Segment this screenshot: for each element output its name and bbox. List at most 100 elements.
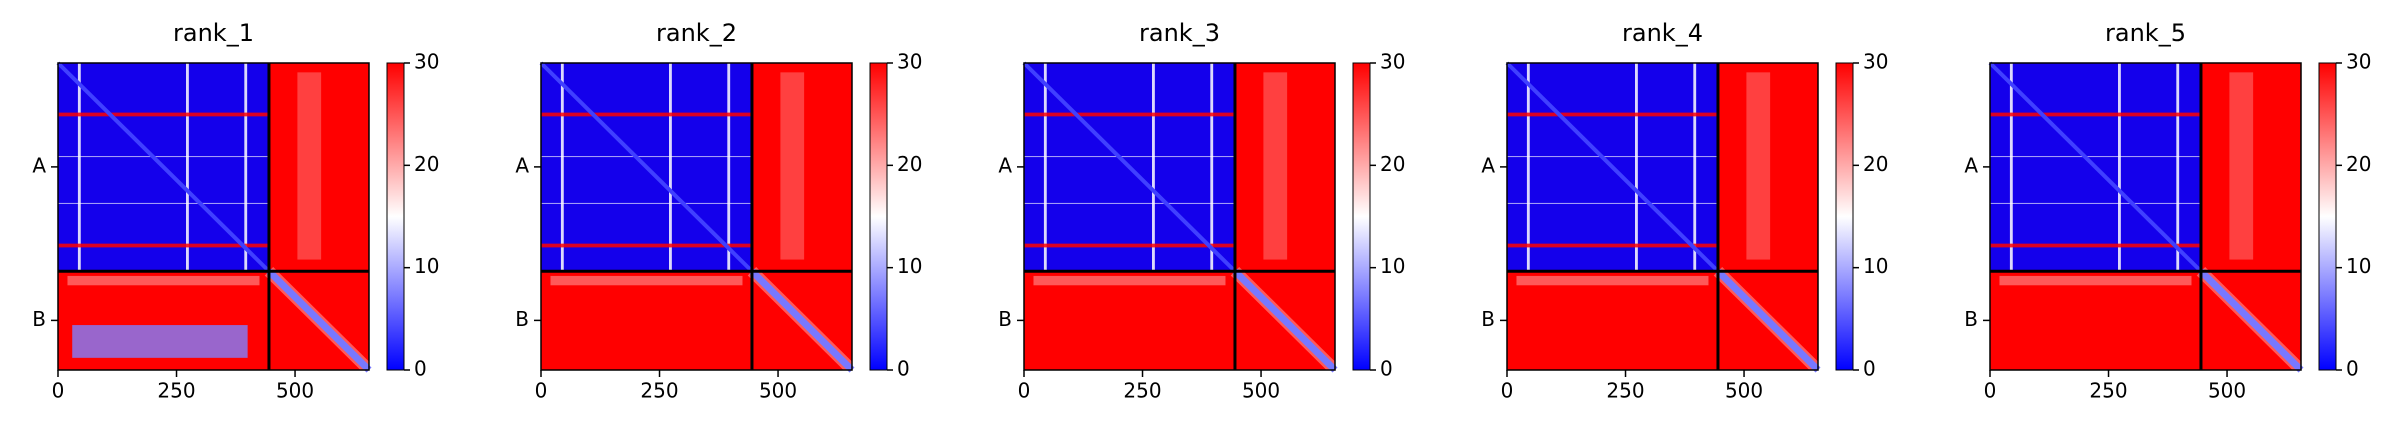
stripe xyxy=(1507,243,1718,248)
diagonal xyxy=(1505,61,1720,273)
y-tick-label: B xyxy=(515,307,529,331)
plot-frame xyxy=(1989,62,2302,371)
stripe xyxy=(1507,202,1718,204)
colorbar-tick-label: 30 xyxy=(2346,50,2371,74)
inter-chain-texture xyxy=(550,275,743,286)
inter-chain-texture xyxy=(2229,72,2254,260)
stripe xyxy=(1024,156,1235,158)
stripe xyxy=(727,63,731,272)
diagonal xyxy=(2196,266,2306,375)
diagonal xyxy=(266,268,372,373)
diagonal xyxy=(1988,61,2203,273)
y-tick-label: A xyxy=(1481,153,1495,177)
stripe xyxy=(541,243,752,248)
stripe xyxy=(541,156,752,158)
stripe xyxy=(1507,156,1718,158)
plot-frame xyxy=(1506,62,1819,371)
x-tick-label: 0 xyxy=(535,379,548,403)
y-tick-label: B xyxy=(998,307,1012,331)
inter-chain-texture xyxy=(780,72,805,260)
plot-frame xyxy=(540,62,853,371)
stripe xyxy=(1693,63,1697,272)
stripe xyxy=(186,63,189,272)
x-tick-label: 250 xyxy=(640,379,678,403)
stripe xyxy=(1990,202,2201,204)
colorbar-tick-label: 10 xyxy=(897,254,922,278)
x-tick-label: 500 xyxy=(1242,379,1280,403)
inter-chain-texture xyxy=(1033,275,1226,286)
inter-chain-texture xyxy=(1516,275,1709,286)
chart-title: rank_2 xyxy=(656,19,737,47)
stripe xyxy=(58,243,269,248)
y-tick-label: A xyxy=(1964,153,1978,177)
stripe xyxy=(1526,63,1530,272)
stripe xyxy=(1635,63,1638,272)
stripe xyxy=(541,112,752,117)
stripe xyxy=(1210,63,1214,272)
diagonal xyxy=(539,61,754,273)
y-tick-label: B xyxy=(1964,307,1978,331)
diagonal xyxy=(747,266,857,375)
colorbar xyxy=(2318,62,2337,371)
diagonal xyxy=(1713,266,1823,375)
diagonal xyxy=(56,61,271,273)
y-tick-label: A xyxy=(32,153,46,177)
y-tick-label: A xyxy=(515,153,529,177)
colorbar xyxy=(1352,62,1371,371)
y-tick-label: B xyxy=(1481,307,1495,331)
inter-chain-texture xyxy=(1999,275,2192,286)
stripe xyxy=(1152,63,1155,272)
chart-title: rank_4 xyxy=(1622,19,1703,47)
colorbar-tick-label: 0 xyxy=(2346,357,2359,381)
stripe xyxy=(1507,112,1718,117)
stripe xyxy=(1990,112,2201,117)
colorbar-tick-label: 10 xyxy=(2346,254,2371,278)
colorbar-tick-label: 10 xyxy=(1380,254,1405,278)
colorbar xyxy=(386,62,405,371)
colorbar-tick-label: 20 xyxy=(1863,152,1888,176)
x-tick-label: 250 xyxy=(157,379,195,403)
inter-chain-texture xyxy=(67,275,260,286)
chart-title: rank_5 xyxy=(2105,19,2186,47)
stripe xyxy=(1990,243,2201,248)
stripe xyxy=(1024,243,1235,248)
colorbar-tick-label: 20 xyxy=(897,152,922,176)
colorbar-tick-label: 10 xyxy=(1863,254,1888,278)
plot-frame xyxy=(57,62,370,371)
plot-frame xyxy=(1023,62,1336,371)
stripe xyxy=(560,63,564,272)
x-tick-label: 500 xyxy=(1725,379,1763,403)
stripe xyxy=(541,202,752,204)
stripe xyxy=(58,112,269,117)
colorbar xyxy=(869,62,888,371)
x-tick-label: 500 xyxy=(2208,379,2246,403)
inter-chain-texture xyxy=(1746,72,1771,260)
inter-chain-texture xyxy=(1263,72,1288,260)
stripe xyxy=(244,63,248,272)
stripe xyxy=(2009,63,2013,272)
diagonal xyxy=(1022,61,1237,273)
stripe xyxy=(58,156,269,158)
inter-chain-texture xyxy=(297,72,322,260)
colorbar-tick-label: 0 xyxy=(897,357,910,381)
stripe xyxy=(1990,156,2201,158)
x-tick-label: 0 xyxy=(1501,379,1514,403)
x-tick-label: 0 xyxy=(52,379,65,403)
colorbar-tick-label: 0 xyxy=(1380,357,1393,381)
chart-title: rank_1 xyxy=(173,19,254,47)
diagonal xyxy=(264,266,374,375)
colorbar-tick-label: 30 xyxy=(1863,50,1888,74)
colorbar-tick-label: 30 xyxy=(897,50,922,74)
x-tick-label: 500 xyxy=(276,379,314,403)
diagonal xyxy=(2198,268,2304,373)
colorbar-tick-label: 0 xyxy=(414,357,427,381)
diagonal xyxy=(1715,268,1821,373)
stripe xyxy=(1043,63,1047,272)
stripe xyxy=(2176,63,2180,272)
colorbar-tick-label: 20 xyxy=(2346,152,2371,176)
stripe xyxy=(669,63,672,272)
stripe xyxy=(2118,63,2121,272)
x-tick-label: 0 xyxy=(1984,379,1997,403)
colorbar-tick-label: 20 xyxy=(414,152,439,176)
